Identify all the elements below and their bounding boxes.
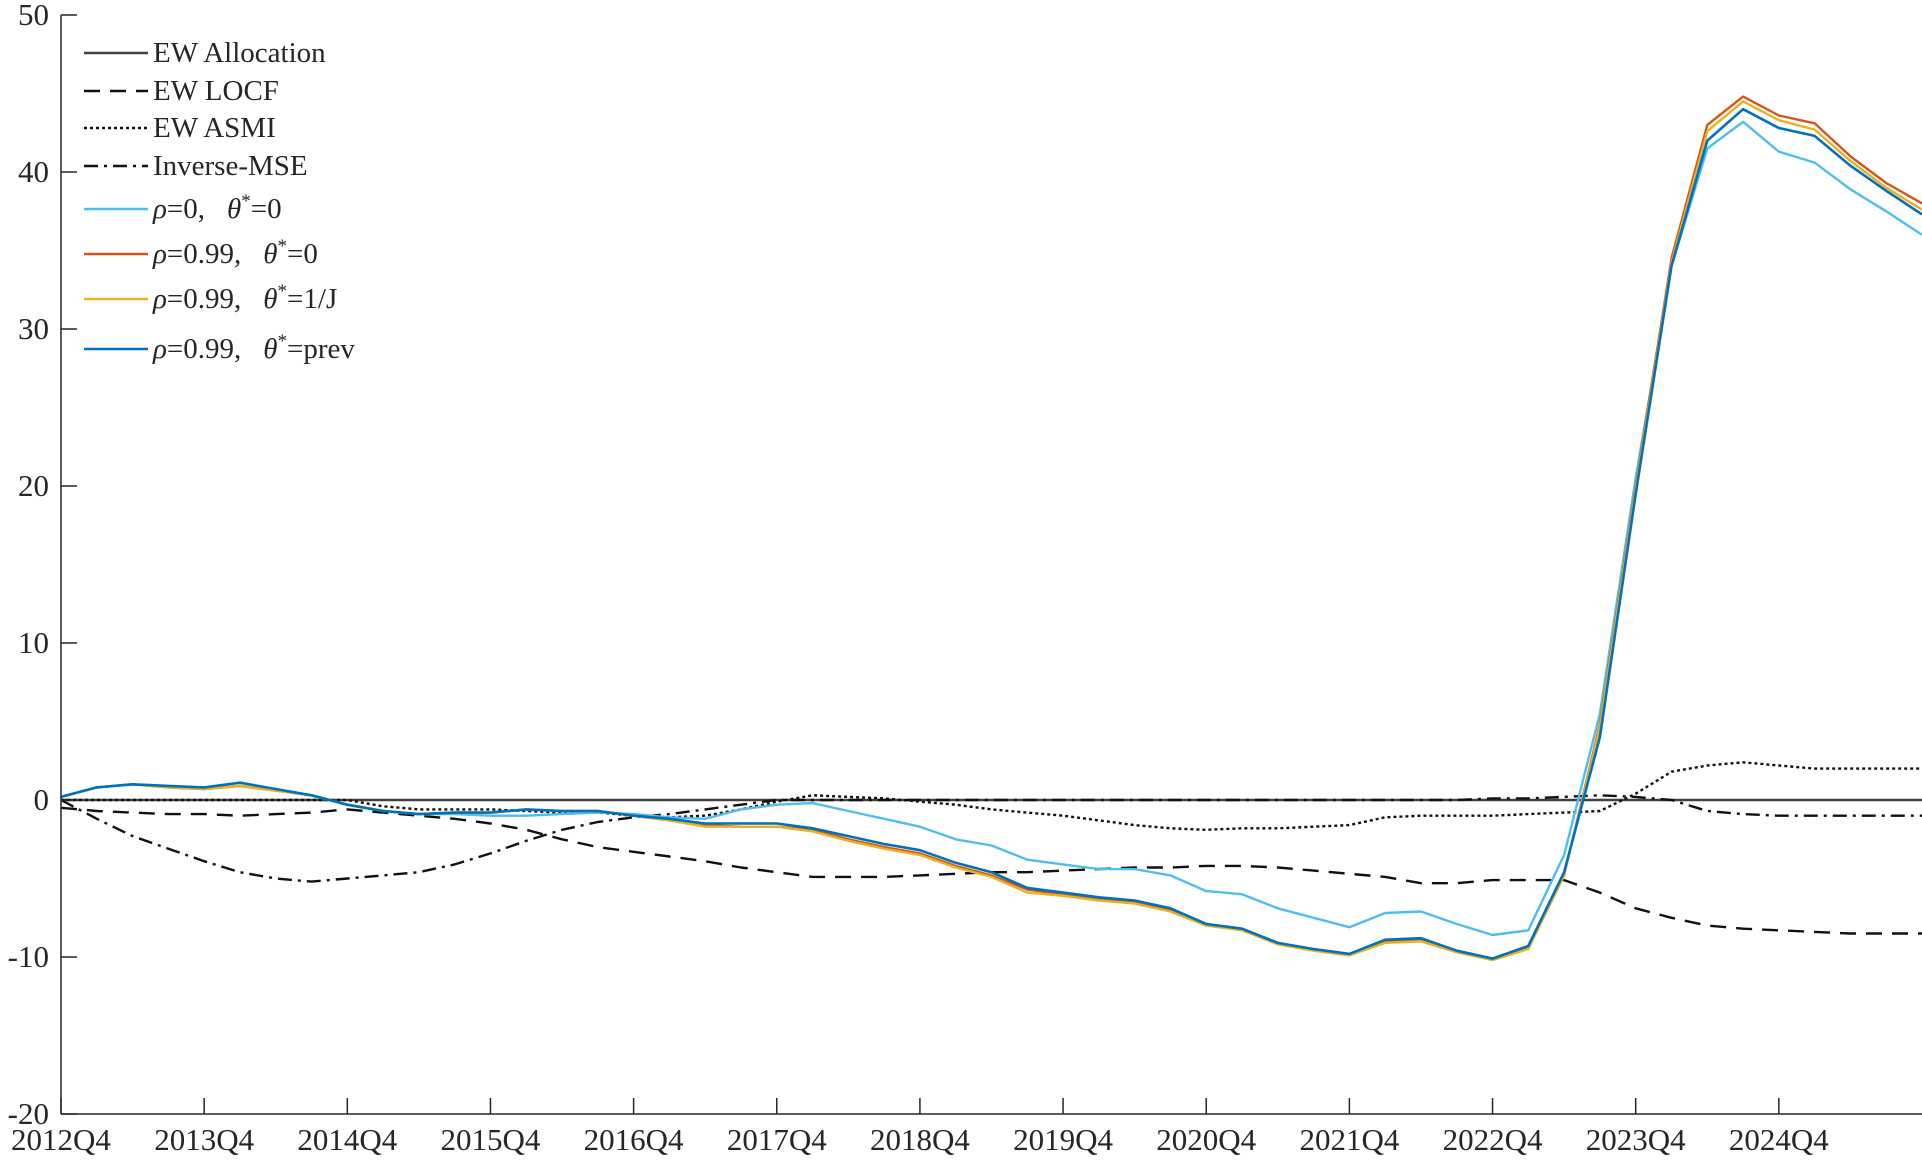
x-tick-label: 2024Q4: [1729, 1122, 1829, 1157]
x-tick-label: 2019Q4: [1013, 1122, 1113, 1157]
legend-label: EW LOCF: [153, 75, 279, 107]
x-tick-label: 2013Q4: [154, 1122, 254, 1157]
legend-label: ρ=0.99, θ*=1/J: [152, 281, 337, 315]
legend-label: EW ASMI: [153, 112, 276, 144]
series-line: [60, 100, 1922, 962]
y-tick-label: 0: [34, 782, 50, 817]
x-axis-ticks: 2012Q4 2013Q4 2014Q4 2015Q4 2016Q4 2017Q4 2018…: [11, 1098, 1829, 1157]
legend-label: ρ=0, θ*=0: [152, 191, 282, 225]
y-tick-label: -10: [8, 939, 49, 974]
legend-label: Inverse-MSE: [153, 150, 308, 182]
x-tick-label: 2016Q4: [584, 1122, 684, 1157]
y-tick-label: 30: [18, 311, 49, 346]
y-axis-ticks: -20 -10 0 10 20 30 40 50: [8, 0, 77, 1131]
y-tick-label: 40: [18, 154, 49, 189]
series-line: [60, 95, 1922, 960]
legend-label: ρ=0.99, θ*=prev: [152, 331, 355, 365]
series-line: [60, 120, 1922, 937]
legend-label: EW Allocation: [153, 37, 326, 69]
series-line: [61, 761, 1922, 831]
series-lines: [60, 95, 1922, 962]
x-tick-label: 2021Q4: [1299, 1122, 1399, 1157]
x-tick-label: 2012Q4: [11, 1122, 111, 1157]
x-tick-label: 2023Q4: [1586, 1122, 1686, 1157]
x-tick-label: 2022Q4: [1443, 1122, 1543, 1157]
series-line: [60, 107, 1922, 960]
axes: -20 -10 0 10 20 30 40 50 2012Q4 2013Q4 2014Q4 2015…: [8, 0, 1922, 1157]
y-tick-label: 20: [18, 468, 49, 503]
series-line: [60, 806, 1922, 935]
y-tick-label: 10: [18, 625, 49, 660]
legend: EW Allocation EW LOCF EW ASMI Inverse-MSE ρ=…: [84, 37, 355, 365]
y-tick-label: -20: [8, 1096, 49, 1131]
y-tick-label: 50: [18, 0, 49, 32]
x-tick-label: 2020Q4: [1156, 1122, 1256, 1157]
x-tick-label: 2014Q4: [297, 1122, 397, 1157]
x-tick-label: 2015Q4: [441, 1122, 541, 1157]
x-tick-label: 2018Q4: [870, 1122, 970, 1157]
legend-label: ρ=0.99, θ*=0: [152, 236, 318, 270]
series-line: [60, 794, 1922, 883]
x-tick-label: 2017Q4: [727, 1122, 827, 1157]
